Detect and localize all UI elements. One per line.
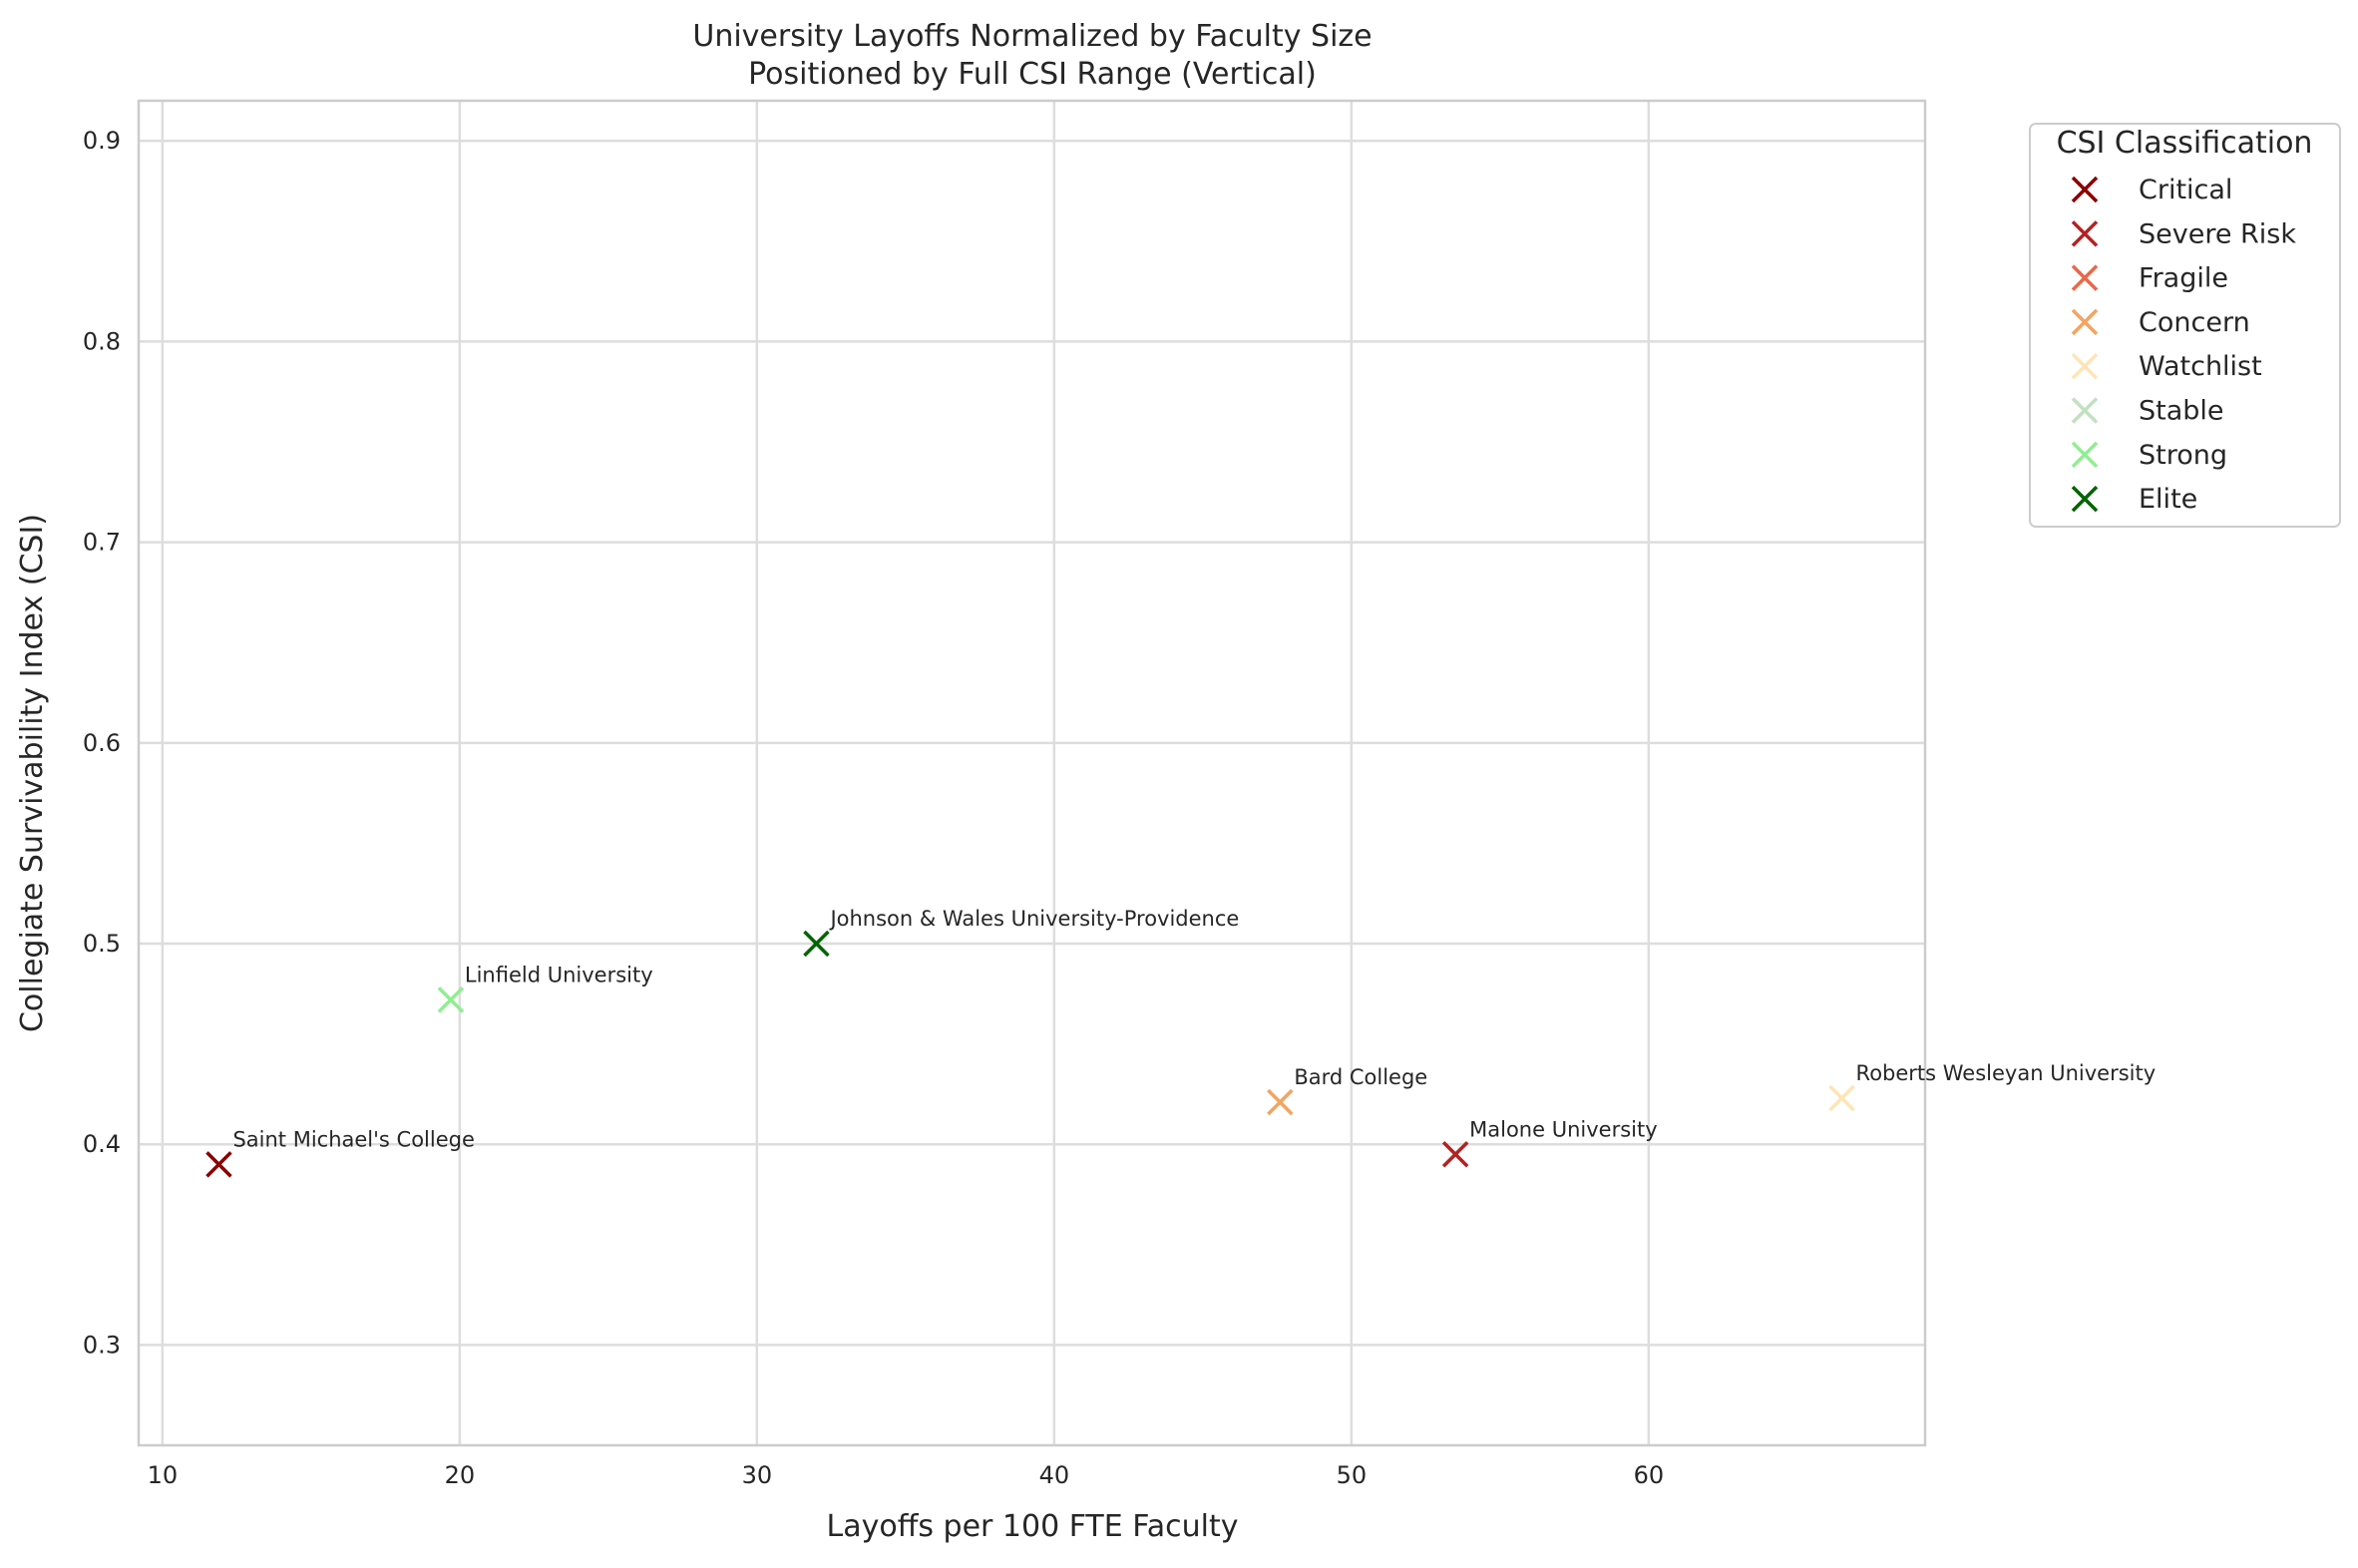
x-marker-stroke	[2071, 220, 2099, 247]
chart-title: University Layoffs Normalized by Faculty…	[692, 19, 1372, 54]
y-tick-label: 0.3	[83, 1331, 121, 1359]
x-tick-label: 60	[1634, 1461, 1665, 1489]
x-marker-stroke	[2071, 441, 2099, 469]
x-marker-stroke	[2071, 264, 2099, 291]
legend-marker	[2071, 441, 2099, 469]
legend-entry-label: Strong	[2139, 440, 2227, 471]
legend-entry-label: Critical	[2139, 175, 2232, 205]
x-tick-label: 20	[445, 1461, 476, 1489]
data-point	[1267, 1088, 1294, 1116]
x-tick-label: 30	[742, 1461, 773, 1489]
legend-marker	[2071, 176, 2099, 203]
x-tick-label: 40	[1039, 1461, 1070, 1489]
legend-marker	[2071, 352, 2099, 380]
legend-marker	[2071, 264, 2099, 291]
legend-marker	[2071, 485, 2099, 513]
x-marker-stroke	[803, 930, 830, 958]
data-point	[205, 1151, 232, 1178]
x-marker-stroke	[1828, 1084, 1855, 1112]
x-marker-stroke	[2071, 308, 2099, 336]
legend-entry-label: Fragile	[2139, 263, 2228, 294]
x-marker-stroke	[1267, 1088, 1294, 1116]
y-tick-label: 0.5	[83, 930, 121, 958]
x-tick-label: 10	[148, 1461, 179, 1489]
legend-entry-label: Elite	[2139, 484, 2197, 515]
legend-box	[2029, 123, 2341, 528]
x-tick-label: 50	[1337, 1461, 1368, 1489]
y-tick-label: 0.7	[83, 529, 121, 557]
legend: CSI Classification Critical Severe Risk Fr…	[2029, 123, 2341, 528]
legend-marker	[2071, 308, 2099, 336]
legend-entry-label: Concern	[2139, 307, 2250, 338]
point-annotation: Roberts Wesleyan University	[1856, 1061, 2157, 1085]
y-tick-label: 0.9	[83, 127, 121, 155]
data-point	[1828, 1084, 1855, 1112]
point-annotation: Linfield University	[465, 963, 653, 986]
point-annotation: Saint Michael's College	[232, 1127, 474, 1151]
y-tick-label: 0.6	[83, 729, 121, 757]
point-annotation: Malone University	[1469, 1117, 1658, 1141]
legend-title: CSI Classification	[2057, 126, 2313, 161]
plot-frame	[137, 99, 1927, 1447]
data-point	[1441, 1141, 1469, 1168]
point-annotation: Bard College	[1294, 1065, 1427, 1089]
legend-marker	[2071, 220, 2099, 247]
x-axis-label: Layoffs per 100 FTE Faculty	[827, 1509, 1239, 1544]
grid	[139, 101, 1925, 1445]
data-point	[803, 930, 830, 958]
legend-entry-label: Watchlist	[2139, 351, 2262, 382]
x-marker-stroke	[2071, 176, 2099, 203]
x-marker-stroke	[437, 986, 465, 1013]
x-marker-stroke	[2071, 352, 2099, 380]
legend-marker	[2071, 397, 2099, 424]
y-tick-label: 0.8	[83, 327, 121, 355]
chart-subtitle: Positioned by Full CSI Range (Vertical)	[748, 57, 1317, 92]
x-marker-stroke	[205, 1151, 232, 1178]
point-annotation: Johnson & Wales University-Providence	[828, 907, 1239, 931]
y-tick-label: 0.4	[83, 1130, 121, 1158]
x-marker-stroke	[1441, 1141, 1469, 1168]
x-marker-stroke	[2071, 397, 2099, 424]
x-marker-stroke	[2071, 485, 2099, 513]
y-axis-label: Collegiate Survivability Index (CSI)	[15, 514, 50, 1032]
data-point	[437, 986, 465, 1013]
legend-entry-label: Severe Risk	[2139, 218, 2296, 249]
axis-ticks: 10 20 30 40 50 60 0.3 0.4 0.5 0.6 0.7 0.8 0.9	[83, 127, 1664, 1489]
data-points: Saint Michael's College Linfield Universi…	[205, 907, 2157, 1178]
legend-entry-label: Stable	[2139, 396, 2224, 427]
